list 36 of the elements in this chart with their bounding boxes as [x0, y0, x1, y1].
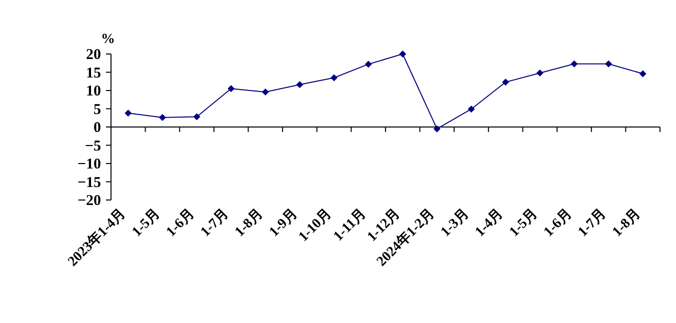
y-tick-label: −15	[77, 174, 101, 191]
point	[193, 113, 200, 120]
y-tick-label: −20	[77, 193, 101, 209]
x-tick-label: 1-5月	[507, 206, 541, 240]
point	[399, 50, 406, 58]
y-tick-label: −10	[77, 156, 101, 172]
y-axis-title: %	[101, 32, 115, 47]
x-tick-label: 1-8月	[232, 206, 266, 240]
point	[364, 60, 372, 68]
point	[330, 74, 338, 82]
x-tick-label: 1-3月	[438, 206, 472, 240]
x-tick-label: 1-8月	[610, 206, 644, 240]
point	[639, 70, 646, 78]
y-tick-label: 5	[94, 102, 101, 118]
point	[262, 88, 269, 96]
y-tick-label: −5	[84, 138, 101, 154]
point	[536, 69, 544, 76]
x-tick-label: 1-5月	[130, 206, 164, 240]
x-tick-label: 1-6月	[541, 206, 576, 240]
point	[158, 114, 166, 122]
point	[124, 110, 132, 117]
x-tick-label: 1-7月	[198, 206, 232, 240]
x-tick-label: 1-6月	[164, 206, 198, 240]
point	[570, 60, 578, 68]
x-tick-label: 1-7月	[576, 206, 610, 240]
y-tick-label: 20	[86, 47, 101, 63]
point	[296, 81, 304, 88]
x-tick-label: 1-4月	[472, 206, 506, 240]
point	[468, 106, 475, 113]
y-tick-label: 10	[86, 84, 101, 100]
y-tick-label: 0	[94, 120, 101, 136]
point	[228, 85, 235, 92]
point	[433, 125, 440, 132]
y-tick-label: 15	[86, 65, 101, 82]
point	[502, 78, 510, 86]
point	[605, 60, 612, 68]
